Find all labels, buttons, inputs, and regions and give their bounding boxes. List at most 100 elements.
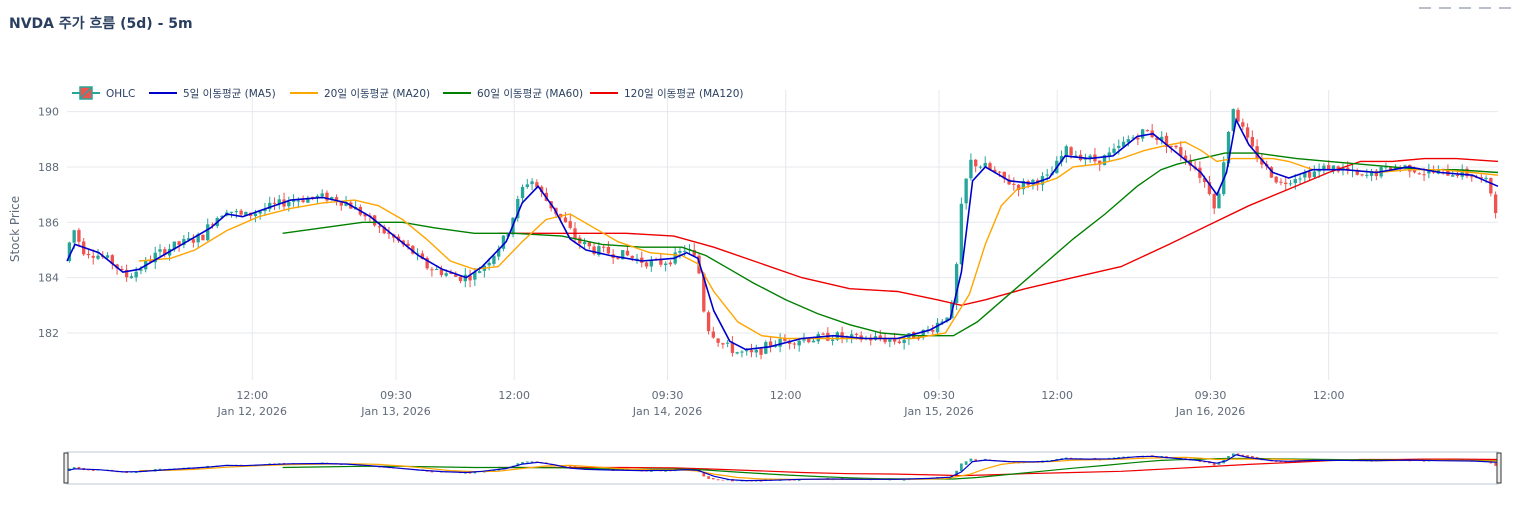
ohlc-candle[interactable] [974, 159, 978, 173]
ohlc-candle[interactable] [1207, 175, 1212, 196]
ohlc-candle[interactable] [86, 250, 91, 259]
ohlc-candle[interactable] [110, 254, 114, 270]
ohlc-candle[interactable] [91, 249, 95, 265]
ohlc-candle[interactable] [105, 252, 110, 260]
ohlc-candle[interactable] [978, 165, 983, 170]
ma5-line[interactable] [66, 117, 1499, 351]
ohlc-candle[interactable] [797, 337, 801, 352]
ma20-line[interactable] [138, 141, 1499, 340]
ohlc-candle[interactable] [1179, 141, 1183, 161]
ohlc-candle[interactable] [325, 190, 329, 204]
ohlc-candle[interactable] [1298, 175, 1302, 185]
ohlc-candle[interactable] [625, 246, 630, 257]
toolbar-button[interactable] [1479, 0, 1491, 9]
ohlc-candle[interactable] [520, 184, 525, 204]
ohlc-candle[interactable] [201, 234, 205, 241]
ohlc-candle[interactable] [1250, 130, 1255, 149]
range-slider-right-handle[interactable] [1496, 452, 1502, 484]
ohlc-candle[interactable] [792, 342, 797, 349]
ohlc-candle[interactable] [1274, 175, 1278, 184]
range-slider-left-handle[interactable] [63, 452, 69, 484]
ohlc-candle[interactable] [1489, 177, 1493, 197]
ohlc-candle[interactable] [1064, 144, 1068, 163]
ohlc-candle[interactable] [888, 338, 892, 348]
ohlc-candle[interactable] [1417, 172, 1421, 175]
toolbar-button[interactable] [1499, 0, 1511, 9]
ohlc-candle[interactable] [840, 326, 844, 344]
ohlc-candle[interactable] [659, 253, 663, 268]
ohlc-candle[interactable] [1360, 173, 1364, 177]
ohlc-candle[interactable] [1365, 168, 1369, 179]
ohlc-candle[interactable] [969, 153, 973, 181]
ohlc-candle[interactable] [1279, 178, 1283, 186]
ohlc-candle[interactable] [1217, 189, 1221, 209]
toolbar-button[interactable] [1439, 0, 1451, 9]
ohlc-candle[interactable] [1059, 150, 1064, 167]
ohlc-candle[interactable] [1241, 118, 1245, 131]
ohlc-candle[interactable] [430, 266, 434, 277]
ohlc-candle[interactable] [497, 245, 501, 261]
ohlc-candle[interactable] [1231, 108, 1235, 132]
ohlc-candle[interactable] [153, 246, 157, 270]
ohlc-candle[interactable] [1303, 169, 1307, 183]
ohlc-candle[interactable] [663, 261, 668, 272]
ohlc-candle[interactable] [1245, 123, 1250, 143]
legend-item-ma20[interactable]: 20일 이동평균 (MA20) [290, 87, 430, 100]
ohlc-candle[interactable] [1493, 191, 1498, 219]
ohlc-candle[interactable] [778, 333, 782, 353]
ohlc-candle[interactable] [725, 339, 730, 348]
ohlc-candle[interactable] [869, 334, 873, 346]
ohlc-candle[interactable] [1236, 107, 1240, 122]
ohlc-candle[interactable] [735, 351, 739, 355]
ohlc-candle[interactable] [678, 247, 682, 259]
ohlc-candle[interactable] [1131, 134, 1135, 139]
ohlc-candle[interactable] [568, 214, 572, 230]
ohlc-candle[interactable] [1188, 154, 1193, 172]
ohlc-candle[interactable] [258, 210, 262, 220]
ohlc-candles[interactable] [67, 107, 1498, 360]
ohlc-candle[interactable] [673, 247, 677, 266]
ohlc-candle[interactable] [1369, 168, 1374, 182]
ma120-line[interactable] [498, 157, 1499, 307]
ohlc-candle[interactable] [387, 226, 391, 239]
ohlc-candle[interactable] [1098, 160, 1102, 172]
ohlc-candle[interactable] [315, 194, 320, 204]
ohlc-candle[interactable] [530, 178, 534, 191]
toolbar-button[interactable] [1419, 0, 1431, 9]
ohlc-candle[interactable] [492, 254, 496, 267]
ohlc-candle[interactable] [587, 241, 591, 250]
ohlc-candle[interactable] [1012, 177, 1016, 191]
ohlc-candle[interactable] [525, 178, 529, 189]
legend-item-ma120[interactable]: 120일 이동평균 (MA120) [590, 87, 744, 100]
ohlc-candle[interactable] [1284, 177, 1288, 191]
ohlc-candle[interactable] [635, 253, 639, 264]
ohlc-candle[interactable] [582, 238, 587, 249]
ohlc-candle[interactable] [964, 178, 968, 210]
ohlc-candle[interactable] [191, 234, 196, 248]
ohlc-candle[interactable] [706, 310, 711, 335]
ohlc-candle[interactable] [148, 255, 153, 263]
ohlc-candle[interactable] [1288, 179, 1293, 187]
ohlc-candle[interactable] [959, 197, 964, 265]
ohlc-candle[interactable] [773, 340, 778, 348]
ohlc-candle[interactable] [692, 243, 696, 257]
ohlc-candle[interactable] [606, 241, 611, 255]
ohlc-candle[interactable] [616, 257, 620, 261]
ohlc-candle[interactable] [1164, 132, 1169, 154]
ohlc-candle[interactable] [1479, 172, 1483, 183]
legend-item-ma5[interactable]: 5일 이동평균 (MA5) [149, 87, 276, 100]
ohlc-candle[interactable] [458, 275, 463, 284]
ohlc-candle[interactable] [1174, 144, 1178, 149]
ohlc-candle[interactable] [382, 224, 386, 235]
ohlc-candle[interactable] [1470, 175, 1474, 182]
ohlc-candle[interactable] [931, 324, 935, 336]
ohlc-candle[interactable] [1040, 172, 1045, 192]
ohlc-candle[interactable] [124, 264, 129, 282]
chart-toolbar[interactable] [1411, 0, 1511, 13]
ohlc-candle[interactable] [1107, 147, 1111, 161]
ohlc-candle[interactable] [759, 348, 763, 360]
ohlc-candle[interactable] [768, 336, 773, 353]
ohlc-candle[interactable] [96, 249, 100, 261]
ohlc-candle[interactable] [711, 326, 716, 339]
